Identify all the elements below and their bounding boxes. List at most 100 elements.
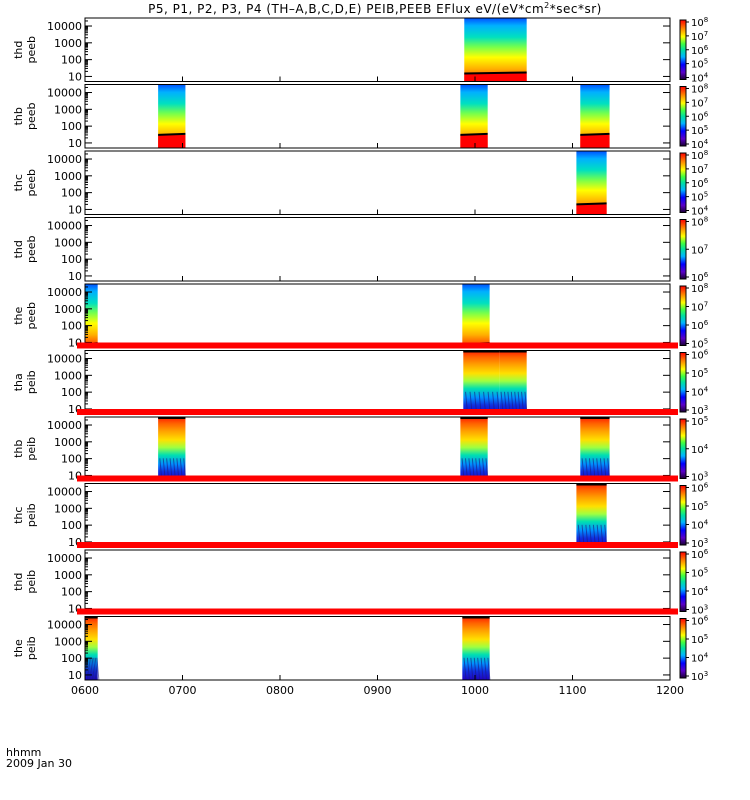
- panel-product-label: peib: [25, 570, 38, 594]
- panel-probe-label: thc: [12, 174, 25, 191]
- panel-frame: [84, 549, 671, 614]
- ion-texture: [88, 657, 92, 681]
- spacecraft-potential-line: [460, 132, 488, 136]
- fill-value-bar: [77, 475, 678, 482]
- fill-value-bar: [77, 608, 678, 615]
- y-tick-label: 1000: [54, 37, 82, 50]
- colorbar-tick-label: 106: [691, 482, 709, 495]
- colorbar: [679, 219, 687, 280]
- colorbar-tick-label: 106: [691, 319, 709, 332]
- spacecraft-potential-line: [158, 132, 186, 136]
- ion-texture: [473, 657, 477, 681]
- y-tick-label: 10: [68, 669, 82, 682]
- spectrogram-block: [464, 18, 527, 82]
- panel-probe-label: thd: [12, 573, 25, 591]
- colorbar-tick-label: 105: [691, 58, 708, 71]
- y-tick-label: 1000: [54, 369, 82, 382]
- y-tick-label: 100: [61, 586, 82, 599]
- ion-texture: [466, 657, 470, 681]
- y-tick-label: 10000: [47, 353, 82, 366]
- panel-product-label: peeb: [25, 302, 38, 330]
- x-axis-labels: 0600 0700 0800 0900 1000 1100 1200: [71, 684, 684, 697]
- colorbar: [679, 152, 687, 213]
- y-tick-label: 100: [61, 54, 82, 67]
- colorbar: [679, 285, 687, 346]
- spectrogram-block: [85, 284, 98, 348]
- colorbar-tick-label: 104: [691, 519, 709, 532]
- ion-texture: [480, 657, 484, 681]
- panel-frame: [84, 283, 671, 348]
- colorbar-tick-label: 106: [691, 349, 709, 362]
- y-tick-label: 1000: [54, 502, 82, 515]
- colorbar-tick-label: 105: [691, 633, 708, 646]
- panel-product-label: peeb: [25, 235, 38, 263]
- colorbar-tick-label: 107: [691, 163, 708, 176]
- y-tick-label: 10000: [47, 552, 82, 565]
- ion-texture: [93, 657, 97, 681]
- spacecraft-potential-fill: [580, 134, 610, 148]
- spacecraft-potential-line: [464, 71, 527, 75]
- x-tick-label: 0600: [71, 684, 99, 697]
- panel-frame: [84, 350, 671, 415]
- colorbar-tick-label: 105: [691, 500, 708, 513]
- panel-probe-label: thb: [12, 440, 25, 458]
- panel-the-peib: 10 100 1000 10000 the peib 103 104 105 106: [12, 608, 709, 683]
- y-tick-label: 10000: [47, 153, 82, 166]
- panel-probe-label: thb: [12, 107, 25, 125]
- colorbar-tick-label: 105: [691, 191, 708, 204]
- spacecraft-potential-fill: [576, 204, 607, 215]
- y-tick-label: 10: [68, 203, 82, 216]
- y-tick-label: 100: [61, 253, 82, 266]
- colorbar: [679, 19, 687, 80]
- y-tick-label: 10: [68, 270, 82, 283]
- y-tick-label: 10000: [47, 220, 82, 233]
- spacecraft-potential-fill: [158, 134, 186, 148]
- colorbar: [679, 551, 687, 612]
- colorbar-tick-label: 105: [691, 567, 708, 580]
- y-tick-label: 100: [61, 320, 82, 333]
- colorbar-tick-label: 105: [691, 367, 708, 380]
- colorbar-tick-label: 107: [691, 243, 708, 256]
- colorbar: [679, 485, 687, 546]
- colorbar-tick-label: 108: [691, 83, 708, 96]
- ion-texture: [90, 657, 94, 681]
- colorbar-tick-label: 108: [691, 16, 708, 29]
- colorbar-tick-label: 107: [691, 301, 708, 314]
- colorbar-tick-label: 106: [691, 177, 709, 190]
- colorbar-tick-label: 106: [691, 110, 709, 123]
- x-tick-label: 1200: [656, 684, 684, 697]
- panel-frame: [84, 616, 671, 681]
- x-axis-unit-label: hhmm: [6, 746, 42, 759]
- y-tick-label: 1000: [54, 569, 82, 582]
- panel-probe-label: the: [12, 306, 25, 324]
- x-tick-label: 1000: [461, 684, 489, 697]
- y-tick-label: 10: [68, 70, 82, 83]
- colorbar-tick-label: 108: [691, 149, 708, 162]
- panel-probe-label: thd: [12, 41, 25, 59]
- y-tick-label: 10000: [47, 486, 82, 499]
- y-tick-label: 100: [61, 386, 82, 399]
- y-tick-label: 1000: [54, 635, 82, 648]
- ion-texture: [96, 657, 100, 681]
- panel-product-label: peeb: [25, 36, 38, 64]
- date-label: 2009 Jan 30: [6, 757, 72, 770]
- colorbar-tick-label: 107: [691, 96, 708, 109]
- y-tick-label: 10000: [47, 286, 82, 299]
- ion-texture: [94, 657, 98, 681]
- ion-texture: [463, 657, 467, 681]
- panel-product-label: peib: [25, 636, 38, 660]
- y-tick-label: 10: [68, 137, 82, 150]
- panel-product-label: peeb: [25, 102, 38, 130]
- panel-product-label: peeb: [25, 169, 38, 197]
- y-tick-label: 10000: [47, 419, 82, 432]
- x-tick-label: 0700: [169, 684, 197, 697]
- page-title: P5, P1, P2, P3, P4 (TH–A,B,C,D,E) PEIB,P…: [148, 1, 602, 16]
